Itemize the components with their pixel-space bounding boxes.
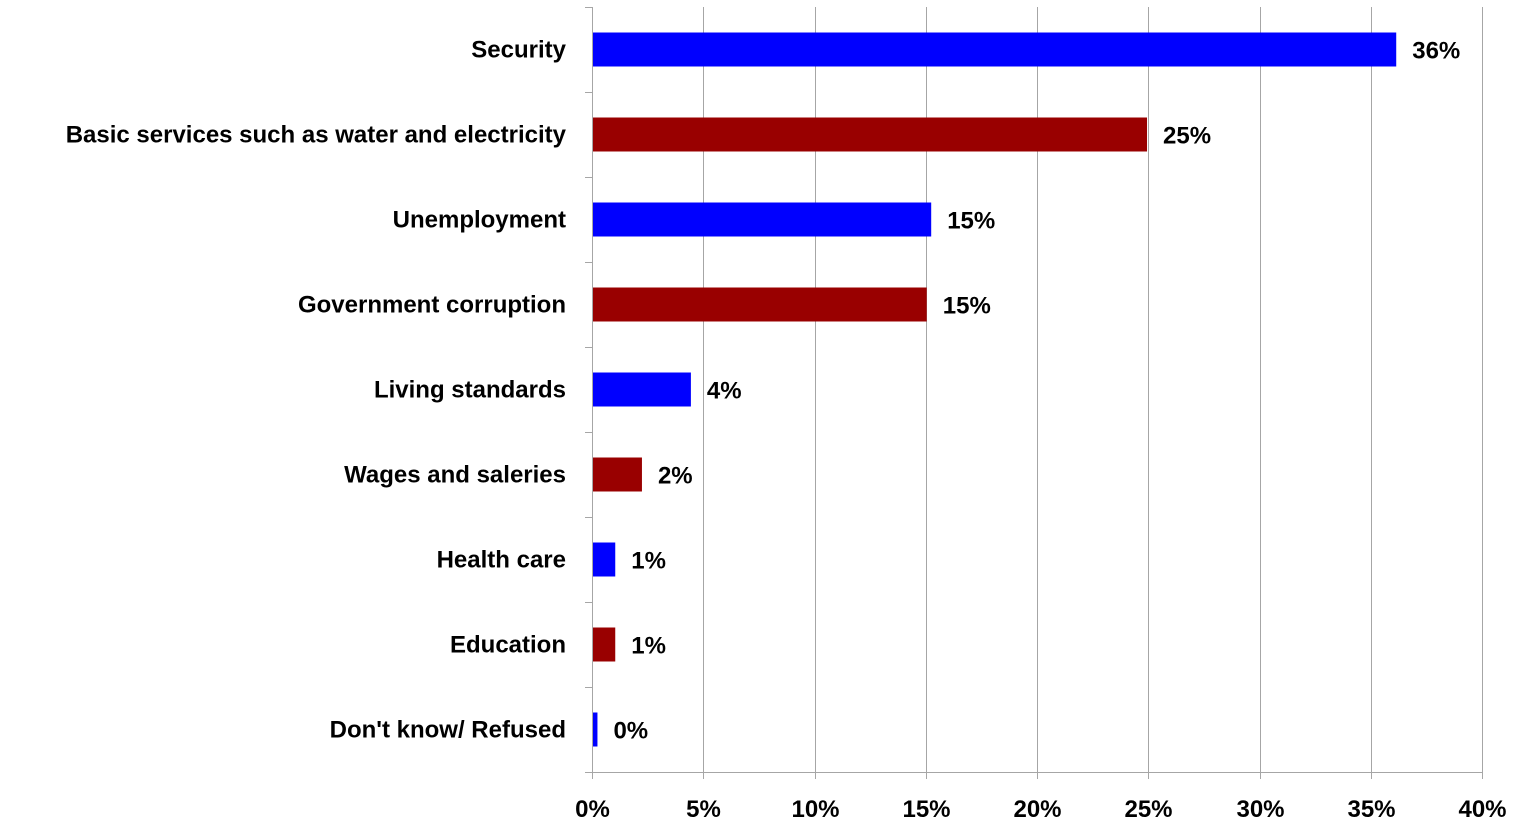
labels: 0% 5% 10% 15% 20% 25% 30% 35% 40% Security 36% Basi… — [66, 37, 1507, 824]
value-label: 0% — [613, 718, 648, 745]
value-label: 1% — [631, 633, 666, 660]
value-label: 15% — [943, 293, 991, 320]
bar — [593, 457, 642, 492]
bar — [593, 32, 1397, 67]
x-tick-label: 15% — [902, 796, 950, 823]
value-label: 15% — [947, 208, 995, 235]
category-label: Don't know/ Refused — [330, 717, 566, 744]
category-label: Security — [471, 37, 566, 64]
bar — [593, 117, 1148, 152]
x-tick-label: 0% — [575, 796, 610, 823]
value-label: 25% — [1163, 123, 1211, 150]
x-tick-label: 10% — [791, 796, 839, 823]
category-label: Basic services such as water and electri… — [66, 122, 567, 149]
x-tick-label: 5% — [686, 796, 721, 823]
x-tick-label: 20% — [1013, 796, 1061, 823]
value-label: 1% — [631, 548, 666, 575]
x-tick-label: 30% — [1236, 796, 1284, 823]
value-label: 36% — [1412, 38, 1460, 65]
bar — [593, 542, 616, 577]
bar — [593, 712, 598, 747]
bar — [593, 627, 616, 662]
x-tick-label: 25% — [1124, 796, 1172, 823]
bar — [593, 202, 932, 237]
category-label: Health care — [437, 547, 566, 574]
x-tick-label: 40% — [1458, 796, 1506, 823]
category-label: Education — [450, 632, 566, 659]
bar — [593, 372, 691, 407]
category-label: Unemployment — [393, 207, 566, 234]
category-label: Government corruption — [298, 292, 566, 319]
bars — [593, 32, 1397, 747]
value-label: 2% — [658, 463, 693, 490]
category-label: Wages and saleries — [344, 462, 566, 489]
category-label: Living standards — [374, 377, 566, 404]
bar — [593, 287, 927, 322]
axes — [585, 7, 1483, 779]
x-tick-label: 35% — [1347, 796, 1395, 823]
value-label: 4% — [707, 378, 742, 405]
